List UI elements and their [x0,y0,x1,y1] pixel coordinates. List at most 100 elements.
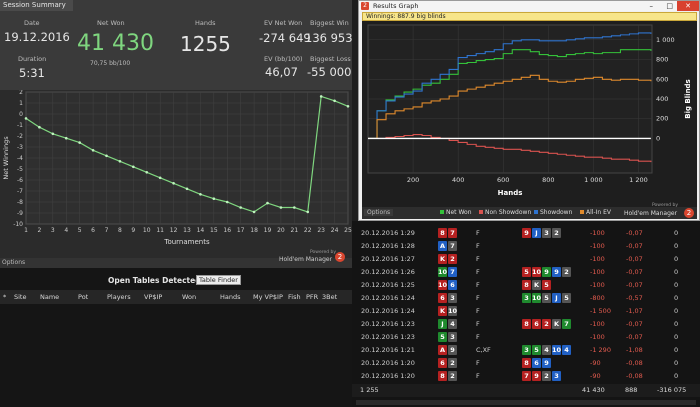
hand-action: F [476,372,480,380]
rg-series-all-in-ev [368,74,652,140]
board-card: 6 [532,319,541,329]
hand-row[interactable]: 20.12.2016 1:20 8 2 F 7 9 2 3 -90 -0,08 0 [358,370,700,383]
hand-row[interactable]: 20.12.2016 1:24 6 3 F 3 10 5 J 5 -800 -0,57 0 [358,292,700,305]
table-finder-button[interactable]: Table Finder [196,275,241,285]
hole-card: A [438,345,447,355]
rg-x-tick: 800 [542,176,554,184]
duration-label: Duration [18,55,47,63]
col-star[interactable]: * [3,293,7,301]
hand-won: -100 [590,333,605,341]
hand-date: 20.12.2016 1:28 [361,242,415,250]
hands-label: Hands [195,19,216,27]
col-pfr[interactable]: PFR [306,293,319,301]
col-site[interactable]: Site [14,293,27,301]
hole-card: 3 [448,332,457,342]
hand-row[interactable]: 20.12.2016 1:24 K 10 F -1 500 -1,07 0 [358,305,700,318]
hand-extra: 0 [674,229,679,237]
nw-data-point [212,197,216,200]
hand-bb: -0,57 [626,294,643,302]
hand-won: -90 [590,372,601,380]
hole-card: 5 [438,332,447,342]
minimize-icon[interactable]: – [649,2,654,10]
results-graph-titlebar[interactable]: 2 Results Graph – □ ✕ [359,1,699,11]
hand-won: -90 [590,359,601,367]
nw-x-axis-label: Tournaments [163,238,210,246]
hand-row[interactable]: 20.12.2016 1:20 6 2 F 8 6 9 -90 -0,08 0 [358,357,700,370]
nw-data-point [105,154,108,158]
board-card: 10 [532,267,542,277]
date-value: 19.12.2016 [4,30,70,44]
ev-bb100-label: EV (bb/100) [264,55,303,63]
nw-x-tick: 18 [250,227,258,234]
nw-y-tick: -6 [17,177,23,184]
hand-date: 20.12.2016 1:27 [361,255,415,263]
winnings-info-bar: Winnings: 887.9 big blinds [362,12,697,21]
nw-data-point [51,132,55,136]
biggest-win-label: Biggest Win [310,19,349,27]
hand-row[interactable]: 20.12.2016 1:27 K 2 F -100 -0,07 0 [358,253,700,266]
hand-row[interactable]: 20.12.2016 1:26 10 7 F 5 10 9 9 2 -100 -0,07 0 [358,266,700,279]
nw-data-point [346,105,350,108]
duration-value: 5:31 [19,66,45,80]
hand-extra: 0 [674,307,679,315]
board-card: J [532,228,541,238]
nw-data-point [64,136,68,140]
hand-row[interactable]: 20.12.2016 1:23 5 3 F -100 -0,07 0 [358,331,700,344]
maximize-icon[interactable]: □ [666,2,673,10]
hand-date: 20.12.2016 1:23 [361,333,415,341]
results-graph-chart: 0 200 400 600 800 1 000 200 400 600 800 1 000 1 200… [367,24,692,197]
nw-x-tick: 14 [197,227,205,234]
col-name[interactable]: Name [40,293,60,301]
legend-non-showdown: Non Showdown [479,209,531,216]
board-card: K [532,280,541,290]
hand-date: 20.12.2016 1:24 [361,307,415,315]
hand-date: 20.12.2016 1:26 [361,268,415,276]
hand-won: -1 290 [590,346,611,354]
rg-y-tick: 200 [656,115,668,123]
rg-x-axis-label: Hands [498,189,523,197]
col-pot[interactable]: Pot [78,293,89,301]
rg-y-tick: 400 [656,95,668,103]
nw-x-tick: 4 [64,227,68,234]
legend-all-in-ev: All-In EV [580,209,611,216]
rg-y-tick: 1 000 [656,36,675,44]
hand-bb: -0,07 [626,333,643,341]
hand-extra: 0 [674,281,679,289]
results-options-button[interactable]: Options [364,209,394,216]
hand-row[interactable]: 20.12.2016 1:28 A 7 F -100 -0,07 0 [358,240,700,253]
hand-row[interactable]: 20.12.2016 1:23 J 4 F 8 6 2 K 7 -100 -0,07 0 [358,318,700,331]
hole-card: 10 [438,267,448,277]
col-hands[interactable]: Hands [220,293,241,301]
board-card: 3 [522,293,531,303]
col-fish[interactable]: Fish [288,293,301,301]
col-players[interactable]: Players [107,293,131,301]
hand-won: -100 [590,229,605,237]
biggest-loss-label: Biggest Loss [310,55,351,63]
board-card: 5 [522,267,531,277]
col-my-vpip[interactable]: My VP$IP [253,293,283,301]
hand-extra: 0 [674,294,679,302]
results-graph-plot-area: 0 200 400 600 800 1 000 200 400 600 800 1 000 1 200… [362,21,697,207]
bb-per-100: 70,75 bb/100 [90,60,131,67]
col-vpip[interactable]: VP$IP [144,293,163,301]
session-summary-tab[interactable]: Session Summary [0,0,73,11]
legend-net-won: Net Won [440,209,472,216]
hand-action: F [476,268,480,276]
options-button[interactable]: Options [2,259,26,266]
hand-row[interactable]: 20.12.2016 1:21 A 9 C,XF 3 5 4 10 4 -1 290 -1,08 0 [358,344,700,357]
close-icon[interactable]: ✕ [677,1,699,11]
hole-card: 2 [448,371,457,381]
col-3bet[interactable]: 3Bet [322,293,338,301]
nw-x-tick: 20 [277,227,285,234]
hand-bb: -0,07 [626,242,643,250]
board-card: 4 [562,345,571,355]
board-card: 5 [542,293,551,303]
col-won[interactable]: Won [182,293,197,301]
hand-action: F [476,255,480,263]
hand-row[interactable]: 20.12.2016 1:29 8 7 F 9 J 3 2 -100 -0,07 0 [358,227,700,240]
board-card: J [552,293,561,303]
horizontal-scrollbar[interactable] [356,400,696,405]
nw-y-tick: -1 [17,122,23,129]
hand-row[interactable]: 20.12.2016 1:25 10 6 F 8 K 5 -100 -0,07 0 [358,279,700,292]
nw-data-point [266,201,269,205]
